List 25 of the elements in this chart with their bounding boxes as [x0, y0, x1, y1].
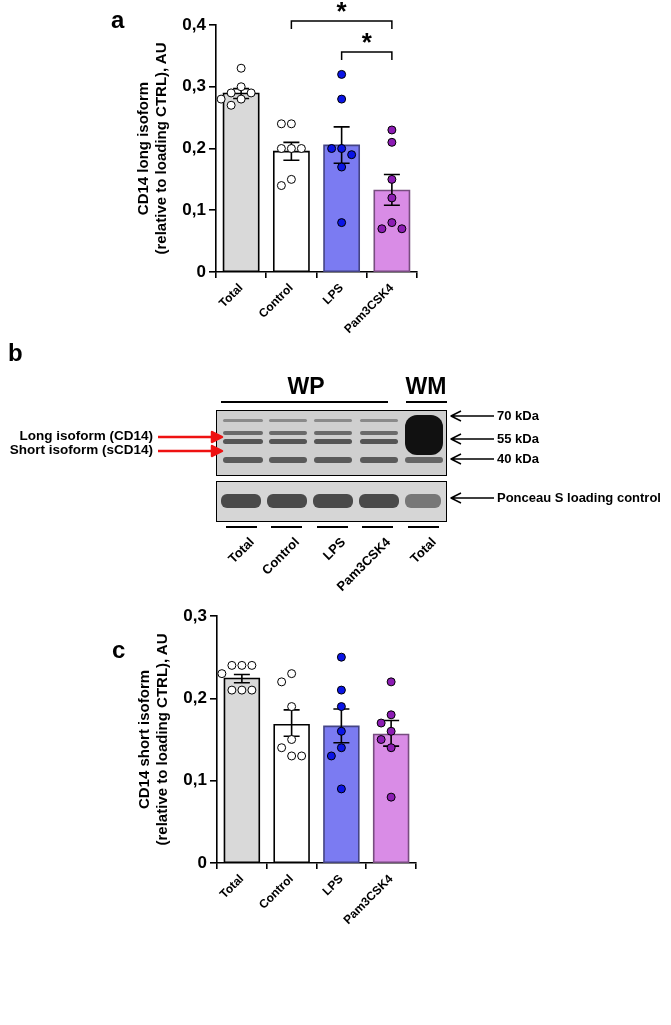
y-tick-label: 0,3 — [183, 605, 207, 625]
y-tick-label: 0,2 — [183, 688, 207, 708]
y-tick-label: 0,1 — [182, 199, 206, 219]
text: WP — [286, 373, 326, 399]
y-tick-label: 0 — [197, 852, 207, 872]
y-tick-label: 0,3 — [182, 76, 206, 96]
y-tick-label: 0,4 — [182, 14, 207, 34]
text: 40 kDa — [497, 451, 539, 466]
y-axis-title: CD14 short isoform (relative to loading CTRL), AU — [135, 633, 171, 846]
annotation: * — [336, 0, 348, 26]
text: WM — [404, 373, 448, 399]
text: 55 kDa — [497, 431, 539, 446]
y-axis-title: CD14 long isoform (relative to loading CTRL), AU — [134, 42, 170, 255]
x-tick-label: LPS — [319, 280, 347, 308]
y-tick-label: 0,2 — [182, 138, 206, 158]
annotation: * — [361, 27, 373, 57]
text: Ponceau S loading control — [497, 490, 661, 505]
text: 70 kDa — [497, 408, 539, 423]
y-tick-label: 0 — [196, 261, 206, 281]
chart-title: a — [111, 6, 125, 33]
text: Long isoform (CD14) — [19, 428, 153, 443]
text: b — [8, 339, 23, 366]
text: c — [112, 636, 126, 663]
y-tick-label: 0,1 — [183, 770, 207, 790]
text: Short isoform (sCD14) — [9, 442, 153, 457]
